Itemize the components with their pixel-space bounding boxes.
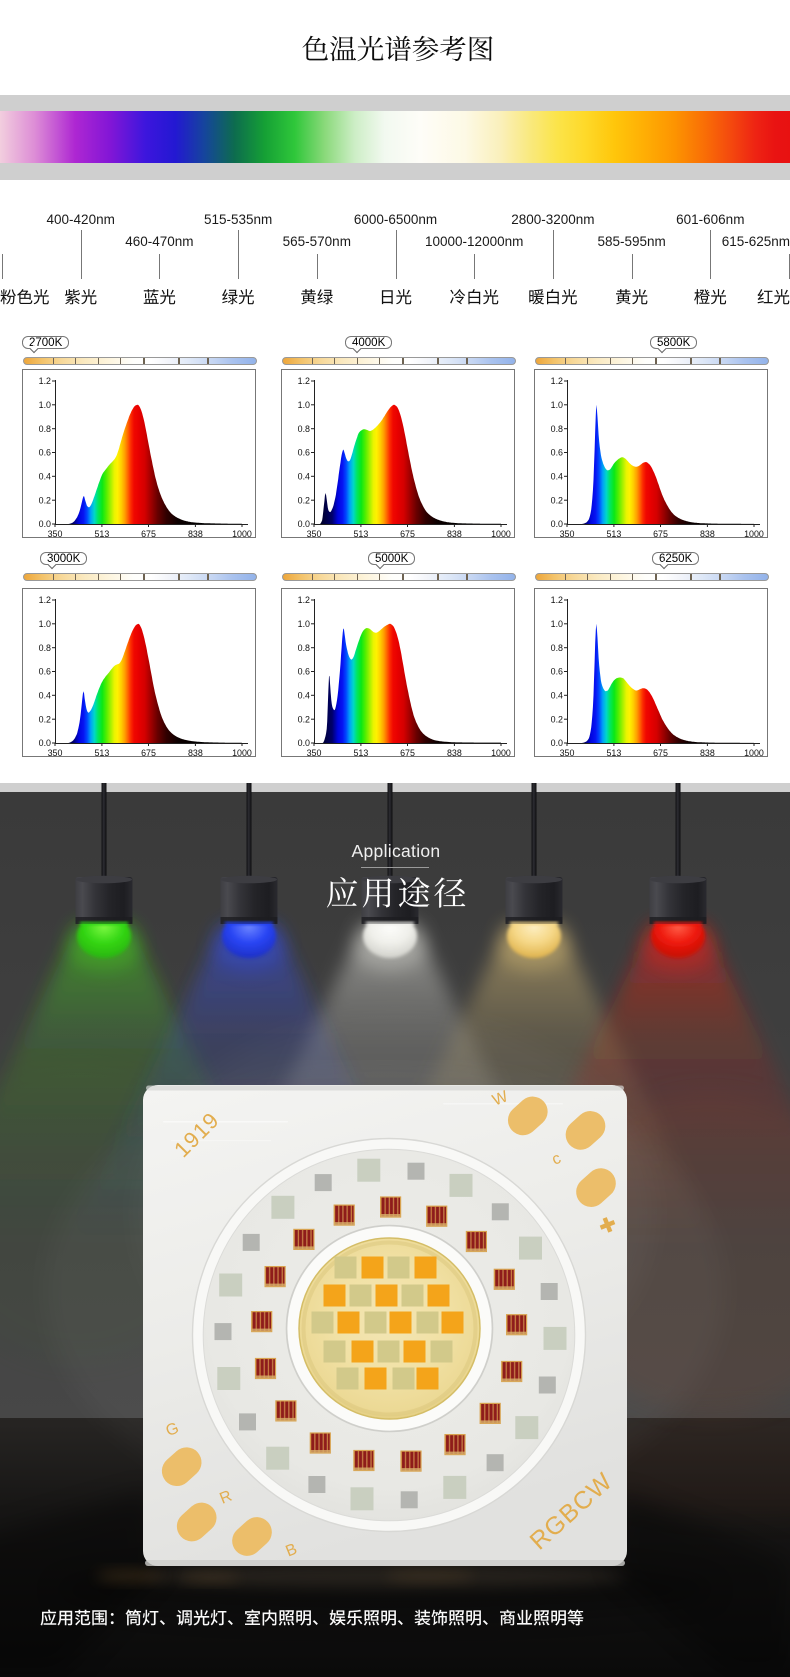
svg-text:0.2: 0.2: [551, 495, 563, 505]
svg-text:1000: 1000: [744, 529, 764, 539]
svg-text:W: W: [490, 1088, 511, 1110]
svg-text:0.4: 0.4: [39, 472, 51, 482]
svg-text:0.4: 0.4: [551, 472, 563, 482]
svg-text:0.6: 0.6: [39, 448, 51, 458]
svg-text:513: 513: [353, 529, 368, 539]
svg-text:0.4: 0.4: [298, 472, 310, 482]
svg-text:0.6: 0.6: [298, 448, 310, 458]
svg-text:838: 838: [700, 748, 715, 758]
svg-text:513: 513: [94, 529, 109, 539]
svg-text:1.2: 1.2: [298, 595, 310, 605]
svg-text:0.8: 0.8: [298, 424, 310, 434]
svg-text:675: 675: [400, 529, 415, 539]
svg-text:1.2: 1.2: [39, 595, 51, 605]
svg-text:1.2: 1.2: [298, 376, 310, 386]
svg-text:1000: 1000: [232, 748, 252, 758]
svg-text:0.8: 0.8: [39, 643, 51, 653]
svg-text:0.8: 0.8: [551, 424, 563, 434]
svg-text:838: 838: [700, 529, 715, 539]
svg-text:0.8: 0.8: [298, 643, 310, 653]
svg-text:350: 350: [307, 748, 322, 758]
svg-text:1.2: 1.2: [39, 376, 51, 386]
svg-text:1.0: 1.0: [298, 400, 310, 410]
svg-text:0.0: 0.0: [39, 519, 51, 529]
svg-text:0.2: 0.2: [298, 714, 310, 724]
svg-text:513: 513: [606, 529, 621, 539]
svg-text:0.0: 0.0: [298, 738, 310, 748]
svg-text:Application: Application: [352, 841, 441, 861]
svg-text:0.0: 0.0: [39, 738, 51, 748]
svg-text:0.6: 0.6: [39, 667, 51, 677]
svg-text:1.0: 1.0: [39, 619, 51, 629]
svg-text:0.6: 0.6: [551, 448, 563, 458]
svg-text:1000: 1000: [744, 748, 764, 758]
svg-text:0.4: 0.4: [39, 691, 51, 701]
svg-text:0.6: 0.6: [551, 667, 563, 677]
svg-text:350: 350: [48, 529, 63, 539]
svg-text:838: 838: [188, 529, 203, 539]
svg-text:1.2: 1.2: [551, 595, 563, 605]
svg-text:0.6: 0.6: [298, 667, 310, 677]
svg-text:1000: 1000: [491, 748, 511, 758]
svg-text:513: 513: [353, 748, 368, 758]
svg-text:513: 513: [606, 748, 621, 758]
svg-text:1000: 1000: [491, 529, 511, 539]
svg-text:675: 675: [653, 529, 668, 539]
svg-text:1.0: 1.0: [39, 400, 51, 410]
svg-text:350: 350: [307, 529, 322, 539]
svg-text:350: 350: [560, 748, 575, 758]
svg-text:0.2: 0.2: [39, 714, 51, 724]
svg-text:G: G: [164, 1420, 182, 1440]
svg-text:0.8: 0.8: [39, 424, 51, 434]
svg-text:838: 838: [447, 529, 462, 539]
svg-text:0.0: 0.0: [551, 519, 563, 529]
svg-text:1.0: 1.0: [551, 400, 563, 410]
svg-text:1.2: 1.2: [551, 376, 563, 386]
svg-text:0.0: 0.0: [551, 738, 563, 748]
svg-text:0.2: 0.2: [551, 714, 563, 724]
svg-text:0.4: 0.4: [298, 691, 310, 701]
svg-text:675: 675: [400, 748, 415, 758]
svg-text:513: 513: [94, 748, 109, 758]
svg-text:1.0: 1.0: [551, 619, 563, 629]
svg-text:350: 350: [48, 748, 63, 758]
svg-text:350: 350: [560, 529, 575, 539]
svg-text:675: 675: [141, 529, 156, 539]
svg-text:1000: 1000: [232, 529, 252, 539]
svg-text:675: 675: [653, 748, 668, 758]
svg-text:0.2: 0.2: [298, 495, 310, 505]
svg-text:0.0: 0.0: [298, 519, 310, 529]
svg-text:0.2: 0.2: [39, 495, 51, 505]
svg-text:675: 675: [141, 748, 156, 758]
svg-text:838: 838: [447, 748, 462, 758]
svg-text:0.4: 0.4: [551, 691, 563, 701]
svg-text:0.8: 0.8: [551, 643, 563, 653]
svg-text:1.0: 1.0: [298, 619, 310, 629]
svg-text:838: 838: [188, 748, 203, 758]
